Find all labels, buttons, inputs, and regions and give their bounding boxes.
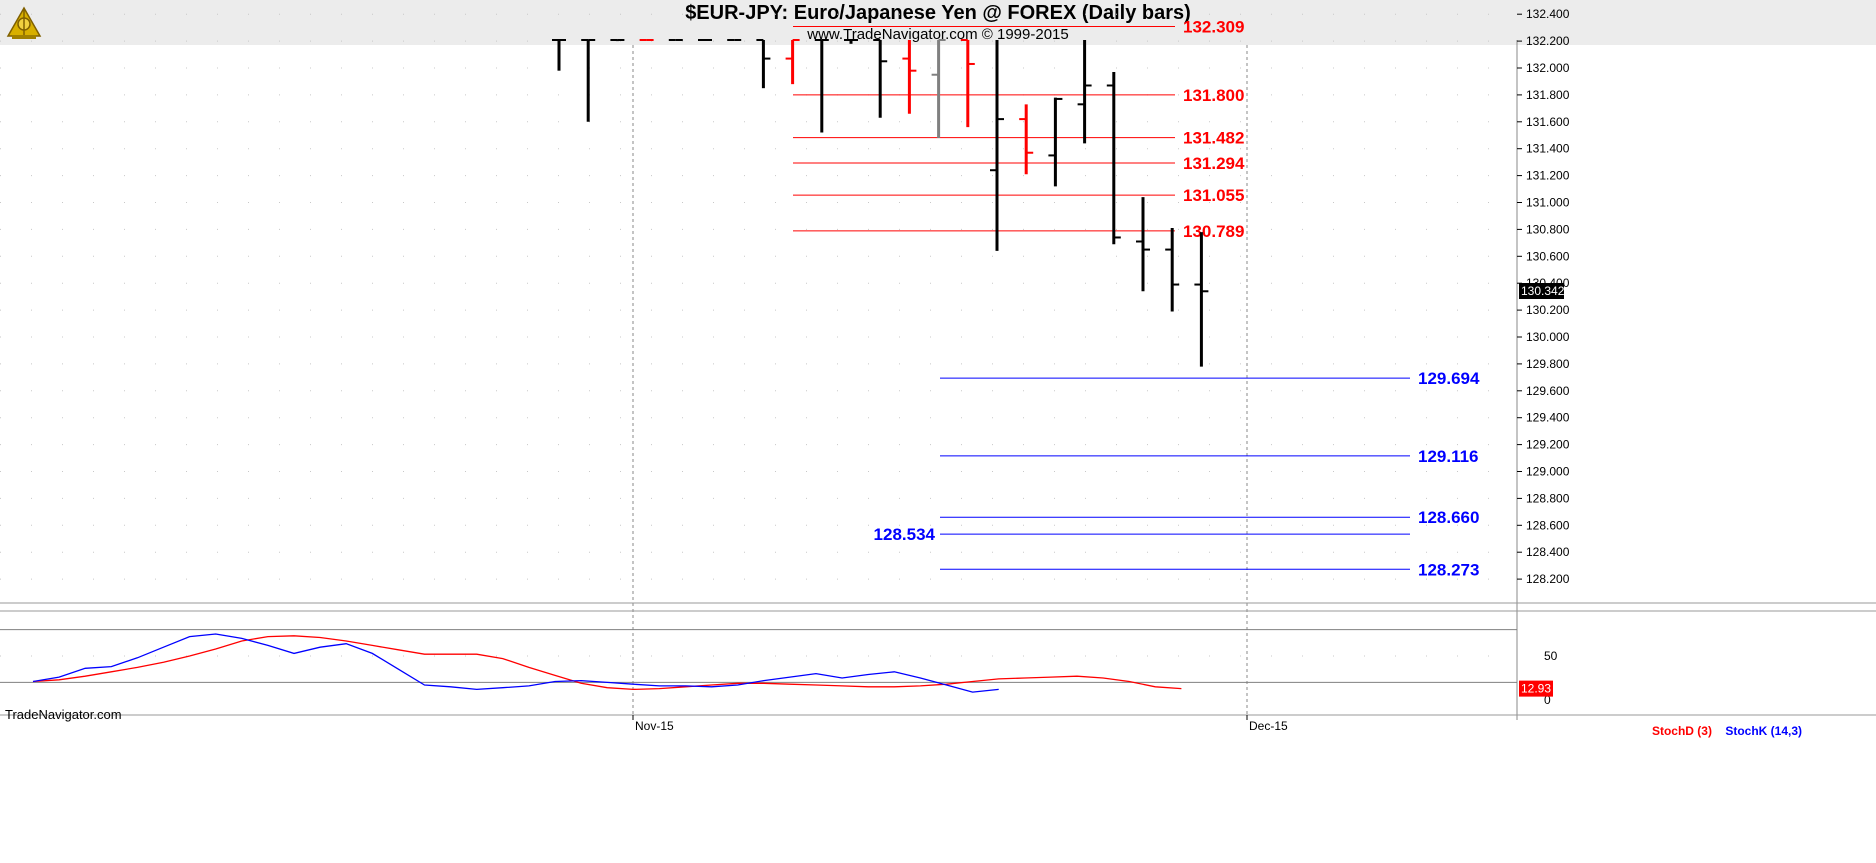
tick-label: 132.400	[1526, 7, 1570, 21]
chart-frame	[0, 40, 1876, 720]
stoch-legend: StochD (3) StochK (14,3)	[1642, 724, 1802, 738]
last-price-label: 130.342	[1521, 284, 1565, 298]
resistance-label: 131.055	[1183, 186, 1244, 205]
tick-label: 128.400	[1526, 545, 1570, 559]
stoch-last-value-box	[1519, 680, 1553, 697]
resistance-label: 131.482	[1183, 129, 1244, 148]
support-label: 128.534	[874, 525, 936, 544]
date-label: Dec-15	[1249, 719, 1288, 733]
last-price-box	[1519, 283, 1564, 300]
stoch-tick-label: 0	[1544, 693, 1551, 707]
tick-label: 132.000	[1526, 61, 1570, 75]
date-label: Nov-15	[635, 719, 674, 733]
resistance-label: 130.789	[1183, 222, 1244, 241]
ohlc-bar	[756, 39, 771, 89]
ohlc-bar	[960, 39, 975, 128]
tick-label: 129.600	[1526, 384, 1570, 398]
tick-label: 130.000	[1526, 330, 1570, 344]
stoch-series-line	[32, 633, 999, 693]
ohlc-bar	[581, 39, 596, 122]
tick-label: 130.600	[1526, 249, 1570, 263]
price-axis: 132.600132.400132.200132.000131.800131.6…	[1517, 7, 1570, 586]
ohlc-bar	[873, 39, 888, 118]
date-axis: Nov-15 Dec-15	[632, 715, 1288, 733]
ohlc-bars	[552, 39, 1209, 367]
tick-label: 131.800	[1526, 88, 1570, 102]
ohlc-bar	[1077, 40, 1092, 144]
ohlc-bar	[1194, 232, 1209, 367]
tick-label: 129.200	[1526, 438, 1570, 452]
tick-label: 130.200	[1526, 303, 1570, 317]
tick-label: 131.200	[1526, 169, 1570, 183]
support-label: 129.694	[1418, 369, 1480, 388]
tick-label: 129.400	[1526, 411, 1570, 425]
sextant-logo-icon	[6, 6, 42, 39]
resistance-label: 132.309	[1183, 17, 1244, 36]
ohlc-bar	[902, 40, 917, 114]
ohlc-bar	[785, 39, 800, 85]
support-label: 128.660	[1418, 508, 1479, 527]
tick-label: 131.600	[1526, 115, 1570, 129]
tick-label: 131.000	[1526, 196, 1570, 210]
tick-label: 130.800	[1526, 222, 1570, 236]
stoch-last-value-label: 12.93	[1521, 682, 1551, 696]
tick-label: 128.600	[1526, 518, 1570, 532]
tick-label: 128.800	[1526, 491, 1570, 505]
chart-title: $EUR-JPY: Euro/Japanese Yen @ FOREX (Dai…	[685, 2, 1191, 24]
ohlc-bar	[610, 39, 625, 42]
stochastic-panel: 50 012.93	[0, 629, 1558, 707]
grid	[0, 13, 1517, 715]
ohlc-bar	[1019, 104, 1034, 175]
support-label: 128.273	[1418, 560, 1479, 579]
ohlc-bar	[931, 39, 946, 138]
fib-levels: 132.309 131.800 131.482 131.294 131.055 130.7…	[793, 17, 1480, 579]
tick-label: 129.800	[1526, 357, 1570, 371]
resistance-label: 131.800	[1183, 86, 1244, 105]
tick-label: 128.200	[1526, 572, 1570, 586]
support-label: 129.116	[1418, 447, 1479, 466]
chart-subtitle: www.TradeNavigator.com © 1999-2015	[807, 26, 1069, 43]
ohlc-bar	[990, 40, 1004, 251]
tick-label: 131.400	[1526, 142, 1570, 156]
ohlc-bar	[1165, 228, 1180, 312]
resistance-label: 131.294	[1183, 154, 1245, 173]
watermark: TradeNavigator.com	[5, 707, 122, 722]
legend-stochd: StochD (3)	[1651, 724, 1712, 738]
ohlc-bar	[552, 39, 566, 71]
ohlc-bar	[1106, 72, 1121, 245]
tick-label: 132.200	[1526, 34, 1570, 48]
chart-header	[0, 0, 1876, 45]
tick-label: 129.000	[1526, 465, 1570, 479]
ohlc-bar	[844, 39, 858, 44]
legend-stochk: StochK (14,3)	[1725, 724, 1802, 738]
ohlc-bar	[1048, 97, 1063, 187]
ohlc-bar	[1136, 197, 1150, 292]
ohlc-bar	[814, 39, 829, 133]
stoch-series-line	[32, 635, 1182, 691]
stoch-tick-label: 50	[1544, 649, 1558, 663]
